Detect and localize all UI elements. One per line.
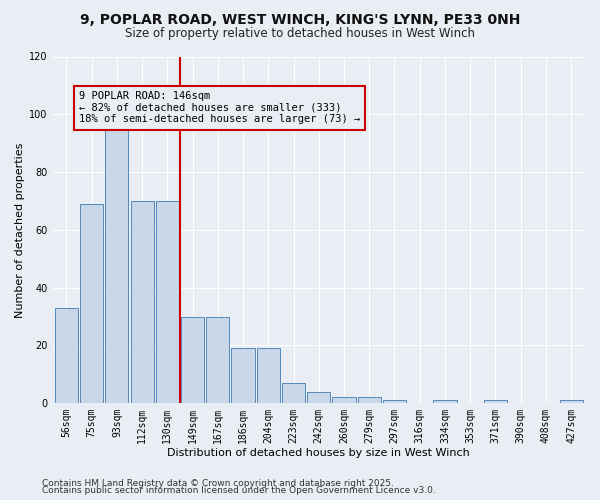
Bar	[332, 398, 356, 403]
Bar	[560, 400, 583, 403]
Bar	[80, 204, 103, 403]
Bar	[358, 398, 381, 403]
X-axis label: Distribution of detached houses by size in West Winch: Distribution of detached houses by size …	[167, 448, 470, 458]
Text: Contains HM Land Registry data © Crown copyright and database right 2025.: Contains HM Land Registry data © Crown c…	[42, 478, 394, 488]
Bar	[181, 316, 204, 403]
Bar	[156, 201, 179, 403]
Bar	[232, 348, 254, 403]
Bar	[433, 400, 457, 403]
Text: 9 POPLAR ROAD: 146sqm
← 82% of detached houses are smaller (333)
18% of semi-det: 9 POPLAR ROAD: 146sqm ← 82% of detached …	[79, 91, 360, 124]
Text: Size of property relative to detached houses in West Winch: Size of property relative to detached ho…	[125, 28, 475, 40]
Bar	[131, 201, 154, 403]
Bar	[383, 400, 406, 403]
Bar	[206, 316, 229, 403]
Text: 9, POPLAR ROAD, WEST WINCH, KING'S LYNN, PE33 0NH: 9, POPLAR ROAD, WEST WINCH, KING'S LYNN,…	[80, 12, 520, 26]
Text: Contains public sector information licensed under the Open Government Licence v3: Contains public sector information licen…	[42, 486, 436, 495]
Bar	[307, 392, 331, 403]
Bar	[55, 308, 78, 403]
Y-axis label: Number of detached properties: Number of detached properties	[15, 142, 25, 318]
Bar	[484, 400, 507, 403]
Bar	[257, 348, 280, 403]
Bar	[282, 383, 305, 403]
Bar	[105, 114, 128, 403]
